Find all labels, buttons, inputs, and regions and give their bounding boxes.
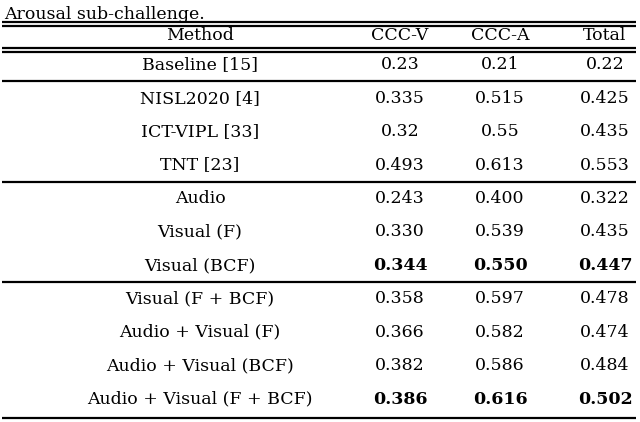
Text: Arousal sub-challenge.: Arousal sub-challenge. <box>4 6 205 23</box>
Text: Visual (F + BCF): Visual (F + BCF) <box>125 290 275 307</box>
Text: Visual (F): Visual (F) <box>157 224 243 241</box>
Text: 0.366: 0.366 <box>375 324 425 341</box>
Text: 0.358: 0.358 <box>375 290 425 307</box>
Text: ICT-VIPL [33]: ICT-VIPL [33] <box>141 123 259 140</box>
Text: 0.435: 0.435 <box>580 123 630 140</box>
Text: 0.474: 0.474 <box>580 324 630 341</box>
Text: 0.447: 0.447 <box>578 257 632 274</box>
Text: 0.493: 0.493 <box>375 157 425 173</box>
Text: 0.382: 0.382 <box>375 357 425 374</box>
Text: 0.539: 0.539 <box>475 224 525 241</box>
Text: 0.32: 0.32 <box>381 123 419 140</box>
Text: 0.616: 0.616 <box>473 391 527 408</box>
Text: 0.21: 0.21 <box>481 56 519 73</box>
Text: Audio + Visual (F): Audio + Visual (F) <box>120 324 280 341</box>
Text: Audio + Visual (F + BCF): Audio + Visual (F + BCF) <box>87 391 313 408</box>
Text: 0.344: 0.344 <box>372 257 428 274</box>
Text: 0.515: 0.515 <box>475 90 525 107</box>
Text: 0.55: 0.55 <box>481 123 520 140</box>
Text: CCC-A: CCC-A <box>471 27 529 43</box>
Text: Audio + Visual (BCF): Audio + Visual (BCF) <box>106 357 294 374</box>
Text: 0.502: 0.502 <box>578 391 632 408</box>
Text: 0.322: 0.322 <box>580 190 630 207</box>
Text: Visual (BCF): Visual (BCF) <box>144 257 256 274</box>
Text: 0.550: 0.550 <box>472 257 527 274</box>
Text: Audio: Audio <box>175 190 225 207</box>
Text: 0.613: 0.613 <box>475 157 525 173</box>
Text: 0.335: 0.335 <box>375 90 425 107</box>
Text: CCC-V: CCC-V <box>371 27 429 43</box>
Text: 0.484: 0.484 <box>580 357 630 374</box>
Text: 0.582: 0.582 <box>475 324 525 341</box>
Text: 0.23: 0.23 <box>381 56 419 73</box>
Text: NISL2020 [4]: NISL2020 [4] <box>140 90 260 107</box>
Text: 0.330: 0.330 <box>375 224 425 241</box>
Text: 0.243: 0.243 <box>375 190 425 207</box>
Text: Method: Method <box>166 27 234 43</box>
Text: 0.478: 0.478 <box>580 290 630 307</box>
Text: 0.586: 0.586 <box>475 357 525 374</box>
Text: Baseline [15]: Baseline [15] <box>142 56 258 73</box>
Text: 0.597: 0.597 <box>475 290 525 307</box>
Text: 0.22: 0.22 <box>586 56 625 73</box>
Text: 0.435: 0.435 <box>580 224 630 241</box>
Text: 0.386: 0.386 <box>372 391 428 408</box>
Text: Total: Total <box>583 27 627 43</box>
Text: 0.425: 0.425 <box>580 90 630 107</box>
Text: TNT [23]: TNT [23] <box>160 157 240 173</box>
Text: 0.553: 0.553 <box>580 157 630 173</box>
Text: 0.400: 0.400 <box>476 190 525 207</box>
